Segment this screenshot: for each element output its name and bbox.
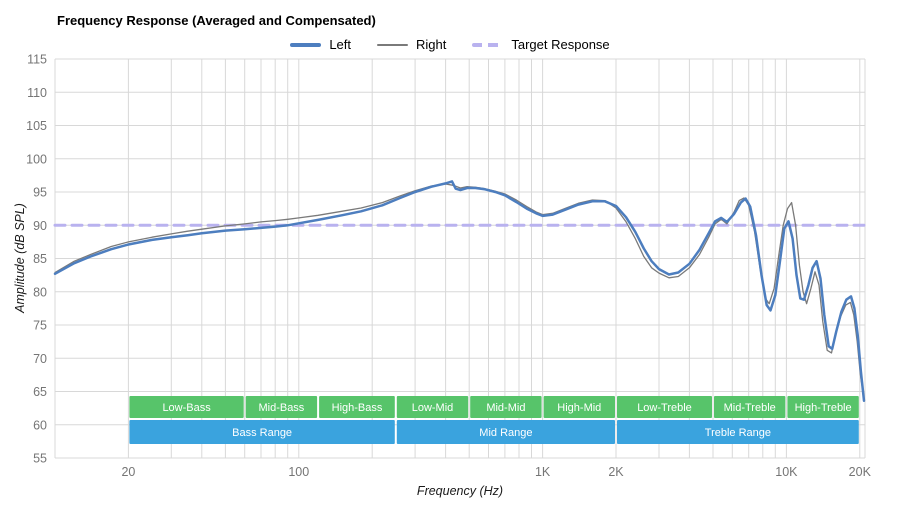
band-label-high-mid: High-Mid [557,402,601,414]
series-line-right [54,183,865,396]
band-low-bass [129,396,244,418]
range-band-treble-range [617,420,859,444]
y-tick-label: 70 [33,352,47,366]
left-line-swatch [290,42,322,47]
y-tick-label: 85 [33,252,47,266]
y-tick-label: 95 [33,186,47,200]
legend-label-right: Right [416,37,447,52]
y-tick-label: 75 [33,319,47,333]
band-label-mid-bass: Mid-Bass [258,402,304,414]
y-tick-label: 65 [33,385,47,399]
y-axis-label: Amplitude (dB SPL) [13,203,27,313]
chart-title: Frequency Response (Averaged and Compens… [57,13,376,28]
band-high-mid [543,396,615,418]
band-label-low-mid: Low-Mid [412,402,454,414]
x-tick-label: 1K [535,465,551,479]
y-tick-label: 90 [33,219,47,233]
x-axis-label: Frequency (Hz) [416,484,504,498]
y-tick-label: 100 [26,152,47,166]
band-label-low-bass: Low-Bass [162,402,211,414]
y-tick-label: 115 [27,53,47,67]
y-tick-label: 110 [27,86,47,100]
band-high-treble [787,396,859,418]
x-tick-label: 2K [608,465,624,479]
band-mid-treble [714,396,786,418]
legend-label-left: Left [329,37,352,52]
y-tick-label: 80 [33,285,47,299]
band-label-mid-treble: Mid-Treble [724,402,776,414]
range-band-label-mid-range: Mid Range [479,427,532,439]
y-tick-label: 60 [33,418,47,432]
band-label-mid-mid: Mid-Mid [486,402,525,414]
legend-item-right[interactable]: Right [377,37,446,52]
x-tick-label: 20 [121,465,135,479]
band-label-high-bass: High-Bass [332,402,383,414]
y-tick-label: 55 [33,452,47,466]
series-line-left [53,180,866,403]
x-tick-label: 20K [849,465,872,479]
legend-item-left[interactable]: Left [290,37,351,52]
range-band-label-treble-range: Treble Range [705,427,771,439]
band-label-high-treble: High-Treble [795,402,852,414]
band-label-low-treble: Low-Treble [637,402,692,414]
legend-label-target-response: Target Response [511,37,610,52]
range-band-label-bass-range: Bass Range [232,427,292,439]
band-low-mid [396,396,469,418]
range-band-bass-range [129,420,395,444]
right-line-swatch [377,43,409,46]
legend-item-target-response[interactable]: Target Response [472,37,610,52]
y-tick-label: 105 [26,119,47,133]
x-tick-label: 10K [775,465,798,479]
band-high-bass [319,396,395,418]
band-mid-bass [245,396,318,418]
legend: Left Right Target Response [0,37,900,52]
x-tick-label: 100 [288,465,309,479]
range-band-mid-range [396,420,615,444]
target-response-swatch [472,42,504,47]
band-mid-mid [470,396,542,418]
band-low-treble [617,396,712,418]
